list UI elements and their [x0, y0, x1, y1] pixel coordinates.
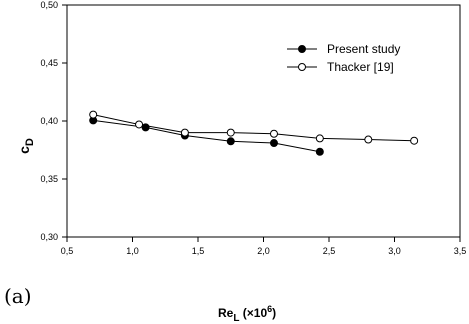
x-axis-label-close: ): [272, 306, 276, 320]
y-axis-label-main: c: [16, 146, 32, 154]
y-axis-label: cD: [16, 138, 36, 154]
data-point-thacker-19: [269, 129, 278, 138]
data-point-thacker-19: [410, 136, 419, 145]
series-line-thacker-19: [93, 114, 415, 142]
x-tick-label: 2,5: [323, 246, 336, 256]
legend-label-thacker: Thacker [19]: [327, 60, 394, 74]
data-point-thacker-19: [315, 134, 324, 143]
x-axis-label-main: Re: [218, 306, 234, 320]
y-axis-label-sub: D: [24, 138, 36, 146]
data-point-present-study: [315, 147, 324, 156]
data-point-thacker-19: [364, 135, 373, 144]
data-point-thacker-19: [135, 120, 144, 129]
data-point-thacker-19: [89, 110, 98, 119]
y-tick-label: 0,30: [40, 232, 58, 242]
legend-marker-thacker: [298, 63, 306, 71]
x-tick-label: 1,0: [126, 246, 139, 256]
x-tick-label: 2,0: [257, 246, 270, 256]
data-point-present-study: [269, 139, 278, 148]
data-point-thacker-19: [180, 128, 189, 137]
data-point-thacker-19: [226, 128, 235, 137]
plot-area: [66, 4, 461, 238]
y-tick-label: 0,40: [40, 116, 58, 126]
x-tick-label: 3,5: [454, 246, 467, 256]
x-axis-label-suffix: (×10: [239, 306, 267, 320]
legend-label-present-study: Present study: [327, 42, 400, 56]
panel-label: (a): [4, 284, 32, 308]
y-tick-label: 0,35: [40, 174, 58, 184]
legend-marker-present-study: [298, 45, 306, 53]
axis-ticks: 0,5 1,0 1,5 2,0 2,5 3,0 3,5 0,30 0,35 0,40 0,45 0,5…: [40, 0, 466, 256]
data-point-present-study: [226, 137, 235, 146]
y-tick-label: 0,45: [40, 58, 58, 68]
legend: Present study Thacker [19]: [287, 42, 400, 74]
x-tick-label: 1,5: [192, 246, 205, 256]
x-axis-label-sub: L: [233, 313, 239, 324]
x-axis-label: ReL (×106): [218, 304, 276, 324]
y-tick-label: 0,50: [40, 0, 58, 10]
series-layer: [89, 110, 419, 156]
x-axis-label-sup: 6: [267, 304, 272, 314]
x-tick-label: 3,0: [388, 246, 401, 256]
x-tick-label: 0,5: [61, 246, 74, 256]
